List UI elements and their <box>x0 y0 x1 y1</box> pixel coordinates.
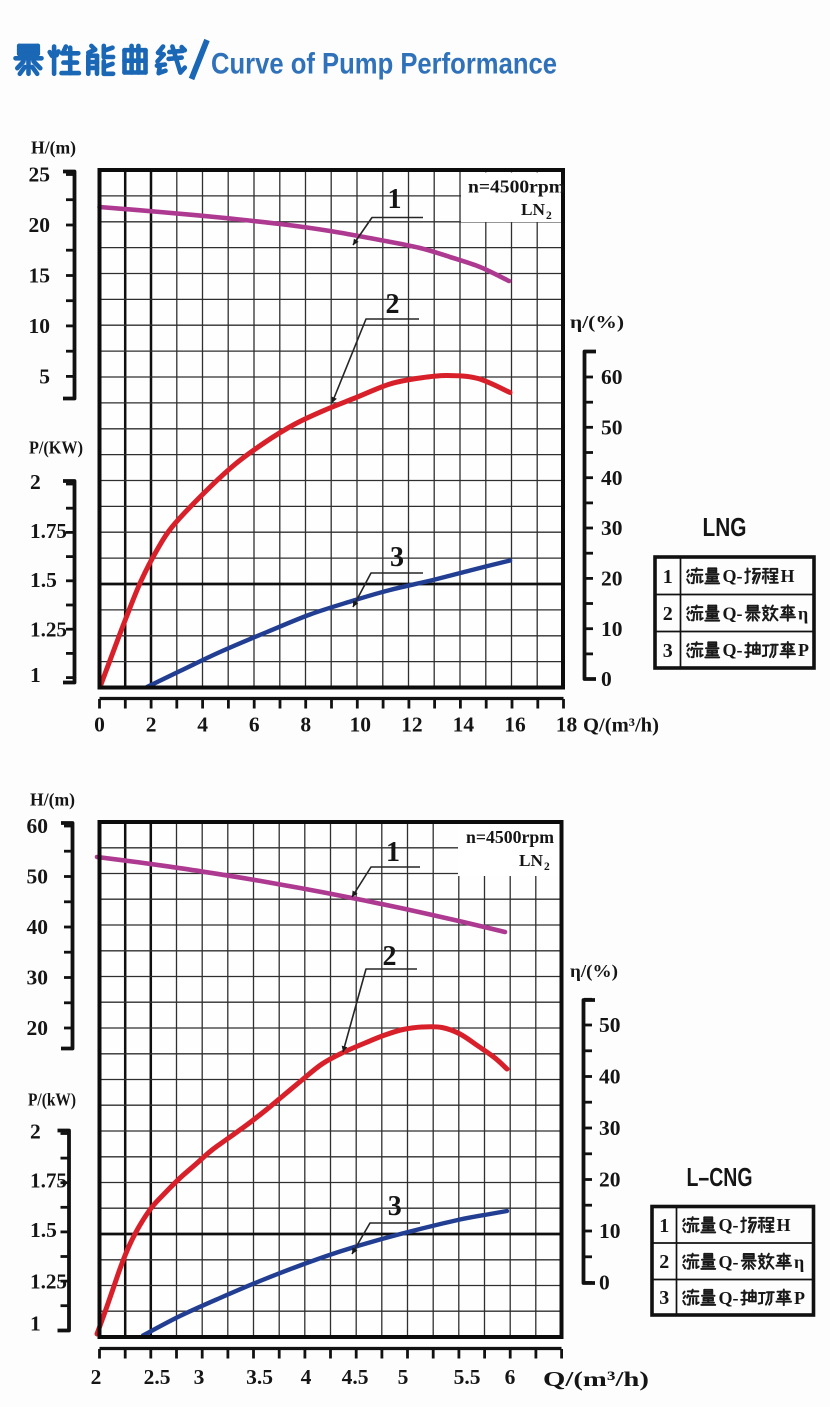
svg-text:20: 20 <box>29 213 51 237</box>
svg-text:5.5: 5.5 <box>454 1365 481 1389</box>
svg-text:4.5: 4.5 <box>342 1365 369 1389</box>
svg-text:η: η <box>794 1252 804 1272</box>
svg-text:3: 3 <box>663 640 673 662</box>
svg-text:20: 20 <box>27 1016 49 1040</box>
svg-text:1.75: 1.75 <box>30 1169 67 1193</box>
svg-text:Q-: Q- <box>723 566 743 586</box>
svg-text:LN: LN <box>519 851 544 870</box>
svg-text:2: 2 <box>146 713 157 737</box>
svg-text:n=4500rpm: n=4500rpm <box>466 827 554 847</box>
svg-text:3.5: 3.5 <box>246 1365 273 1389</box>
svg-text:Q-: Q- <box>723 604 743 624</box>
svg-text:15: 15 <box>29 263 51 287</box>
svg-text:50: 50 <box>27 865 49 889</box>
svg-text:20: 20 <box>599 1168 621 1192</box>
svg-text:14: 14 <box>453 713 475 737</box>
svg-text:60: 60 <box>27 814 49 838</box>
svg-text:2: 2 <box>30 1120 41 1144</box>
svg-text:η/(%): η/(%) <box>570 961 618 981</box>
svg-text:Q-: Q- <box>719 1215 739 1235</box>
svg-text:1.25: 1.25 <box>30 618 67 642</box>
svg-text:P: P <box>798 640 809 660</box>
svg-text:1: 1 <box>30 1312 41 1336</box>
svg-text:10: 10 <box>601 617 623 641</box>
svg-text:5: 5 <box>39 365 50 389</box>
svg-text:1: 1 <box>663 566 673 588</box>
svg-text:η/(%): η/(%) <box>570 312 624 332</box>
svg-text:30: 30 <box>27 966 49 990</box>
svg-text:2: 2 <box>91 1365 102 1389</box>
svg-text:30: 30 <box>601 516 623 540</box>
svg-text:Q-: Q- <box>719 1288 739 1308</box>
svg-text:1.5: 1.5 <box>30 1218 57 1242</box>
svg-text:3: 3 <box>390 542 404 573</box>
svg-text:10: 10 <box>29 314 51 338</box>
svg-text:8: 8 <box>300 713 311 737</box>
svg-text:3: 3 <box>194 1365 205 1389</box>
svg-text:1.25: 1.25 <box>30 1270 67 1294</box>
svg-text:2.5: 2.5 <box>144 1365 171 1389</box>
svg-text:1.75: 1.75 <box>30 519 67 543</box>
svg-text:1: 1 <box>386 837 400 868</box>
svg-text:60: 60 <box>601 365 623 389</box>
svg-text:50: 50 <box>599 1013 621 1037</box>
svg-text:Q-: Q- <box>719 1252 739 1272</box>
svg-text:6: 6 <box>249 713 260 737</box>
svg-text:30: 30 <box>599 1116 621 1140</box>
svg-text:H: H <box>781 566 795 586</box>
svg-text:0: 0 <box>599 1271 610 1295</box>
svg-text:40: 40 <box>27 915 49 939</box>
svg-text:H: H <box>777 1215 791 1235</box>
svg-text:40: 40 <box>601 466 623 490</box>
svg-text:η: η <box>798 604 808 624</box>
svg-text:40: 40 <box>599 1065 621 1089</box>
svg-text:2: 2 <box>383 941 397 972</box>
svg-text:2: 2 <box>663 603 673 625</box>
svg-text:L–CNG: L–CNG <box>687 1162 753 1192</box>
svg-text:25: 25 <box>29 163 51 187</box>
svg-text:LNG: LNG <box>703 512 747 542</box>
svg-text:1: 1 <box>388 184 402 215</box>
svg-text:2: 2 <box>546 210 552 222</box>
svg-text:Q/(m³/h): Q/(m³/h) <box>543 1367 649 1391</box>
svg-text:6: 6 <box>505 1365 516 1389</box>
svg-text:50: 50 <box>601 416 623 440</box>
svg-text:12: 12 <box>401 713 423 737</box>
svg-text:2: 2 <box>659 1251 669 1273</box>
svg-text:20: 20 <box>601 567 623 591</box>
svg-text:2: 2 <box>30 470 41 494</box>
svg-text:10: 10 <box>599 1219 621 1243</box>
svg-text:P: P <box>794 1288 805 1308</box>
svg-text:P/(KW): P/(KW) <box>29 438 83 458</box>
svg-text:Curve of Pump Performance: Curve of Pump Performance <box>211 48 557 81</box>
svg-text:0: 0 <box>601 667 612 691</box>
svg-text:1: 1 <box>30 663 41 687</box>
svg-text:P/(kW): P/(kW) <box>28 1090 76 1110</box>
svg-text:3: 3 <box>659 1287 669 1309</box>
svg-text:16: 16 <box>504 713 526 737</box>
svg-text:10: 10 <box>350 713 372 737</box>
svg-text:n=4500rpm: n=4500rpm <box>468 177 565 197</box>
svg-text:LN: LN <box>521 200 546 219</box>
svg-text:H/(m): H/(m) <box>30 790 75 810</box>
svg-text:4: 4 <box>301 1365 312 1389</box>
svg-text:4: 4 <box>197 713 208 737</box>
svg-text:2: 2 <box>386 289 400 320</box>
svg-text:5: 5 <box>398 1365 409 1389</box>
svg-text:18: 18 <box>556 713 578 737</box>
svg-text:0: 0 <box>94 713 105 737</box>
svg-text:1.5: 1.5 <box>30 568 57 592</box>
svg-text:Q-: Q- <box>723 640 743 660</box>
svg-text:1: 1 <box>659 1215 669 1237</box>
svg-text:3: 3 <box>388 1191 402 1222</box>
svg-text:Q/(m³/h): Q/(m³/h) <box>583 715 659 737</box>
svg-text:2: 2 <box>544 861 550 873</box>
svg-text:H/(m): H/(m) <box>31 138 76 158</box>
